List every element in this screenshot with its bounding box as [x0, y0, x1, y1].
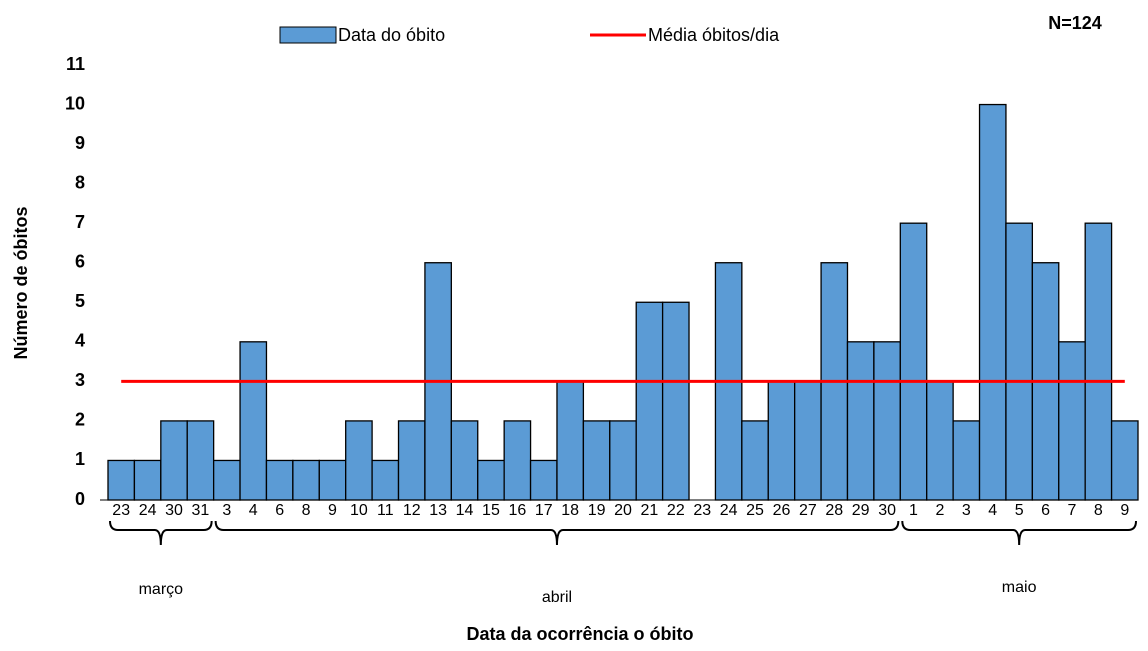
- bar: [556, 380, 585, 501]
- x-tick-label: 18: [561, 502, 579, 519]
- x-tick-label: 9: [328, 502, 337, 519]
- x-tick-label: 16: [508, 502, 526, 519]
- bar: [265, 459, 294, 501]
- y-tick-label: 6: [75, 251, 85, 271]
- bar: [661, 301, 690, 501]
- bar: [635, 301, 664, 501]
- x-tick-label: 23: [112, 502, 130, 519]
- x-tick-label: 4: [988, 502, 997, 519]
- x-tick-label: 8: [1094, 502, 1103, 519]
- bar: [741, 420, 769, 501]
- bar: [846, 341, 875, 501]
- chart-title: N=124: [1048, 13, 1102, 33]
- group-brace: [214, 520, 900, 546]
- x-tick-label: 12: [403, 502, 421, 519]
- bar: [952, 420, 981, 501]
- x-tick-label: 6: [1041, 502, 1050, 519]
- x-tick-label: 5: [1015, 502, 1024, 519]
- x-tick-label: 10: [350, 502, 368, 519]
- y-tick-label: 4: [75, 331, 85, 351]
- bar: [582, 420, 611, 501]
- x-tick-label: 3: [222, 502, 231, 519]
- y-tick-label: 7: [75, 212, 85, 232]
- x-tick-label: 7: [1068, 502, 1077, 519]
- bar: [345, 420, 373, 501]
- bar: [450, 420, 479, 501]
- x-tick-label: 13: [429, 502, 447, 519]
- x-tick-label: 29: [852, 502, 870, 519]
- y-tick-label: 9: [75, 133, 85, 153]
- bar: [529, 459, 558, 501]
- bar: [397, 420, 426, 501]
- x-tick-label: 30: [165, 502, 183, 519]
- bar: [1084, 222, 1113, 501]
- bar: [503, 420, 532, 501]
- legend-swatch: [279, 26, 337, 44]
- x-tick-label: 8: [302, 502, 311, 519]
- x-tick-label: 9: [1120, 502, 1129, 519]
- y-tick-label: 11: [66, 54, 85, 74]
- bar: [1110, 420, 1139, 501]
- x-tick-label: 15: [482, 502, 500, 519]
- x-tick-label: 25: [746, 502, 764, 519]
- group-brace: [109, 520, 213, 546]
- x-tick-label: 6: [275, 502, 284, 519]
- x-tick-label: 24: [720, 502, 738, 519]
- bar: [926, 380, 954, 501]
- x-tick-label: 31: [192, 502, 210, 519]
- x-tick-label: 4: [249, 502, 258, 519]
- y-axis-title: Número de óbitos: [11, 206, 31, 359]
- y-tick-label: 3: [75, 370, 85, 390]
- bar: [873, 341, 901, 501]
- bar: [371, 459, 400, 501]
- x-tick-label: 21: [641, 502, 659, 519]
- x-axis-title: Data da ocorrência o óbito: [466, 624, 693, 644]
- x-tick-label: 26: [773, 502, 791, 519]
- x-tick-label: 27: [799, 502, 817, 519]
- legend-label: Data do óbito: [338, 25, 445, 45]
- group-brace: [901, 520, 1137, 546]
- bar: [978, 103, 1007, 501]
- group-label: abril: [542, 589, 572, 606]
- x-tick-label: 28: [825, 502, 843, 519]
- bar: [1058, 341, 1086, 501]
- x-tick-label: 20: [614, 502, 632, 519]
- legend-label: Média óbitos/dia: [648, 25, 780, 45]
- bar: [133, 459, 162, 501]
- bar: [212, 459, 241, 501]
- x-tick-label: 11: [377, 502, 394, 519]
- x-tick-label: 23: [693, 502, 711, 519]
- x-tick-label: 17: [535, 502, 553, 519]
- bar: [767, 380, 796, 501]
- bar: [292, 459, 320, 501]
- y-tick-label: 5: [75, 291, 85, 311]
- y-tick-label: 2: [75, 410, 85, 430]
- bar: [318, 459, 347, 501]
- y-tick-label: 1: [75, 449, 85, 469]
- bar: [239, 341, 268, 501]
- bar: [477, 459, 505, 501]
- bar: [160, 420, 188, 501]
- bar: [107, 459, 136, 501]
- y-tick-label: 8: [75, 172, 85, 192]
- x-tick-label: 24: [139, 502, 157, 519]
- x-tick-label: 3: [962, 502, 971, 519]
- y-tick-label: 10: [65, 93, 85, 113]
- bar: [186, 420, 215, 501]
- bar: [794, 380, 822, 501]
- y-tick-label: 0: [75, 489, 85, 509]
- bar: [1005, 222, 1034, 501]
- x-tick-label: 1: [909, 502, 918, 519]
- bar: [609, 420, 637, 501]
- group-label: março: [139, 581, 184, 598]
- x-tick-label: 30: [878, 502, 896, 519]
- x-tick-label: 14: [456, 502, 474, 519]
- x-tick-label: 2: [935, 502, 944, 519]
- bar: [899, 222, 928, 501]
- x-tick-label: 22: [667, 502, 685, 519]
- group-label: maio: [1002, 579, 1037, 596]
- x-tick-label: 19: [588, 502, 606, 519]
